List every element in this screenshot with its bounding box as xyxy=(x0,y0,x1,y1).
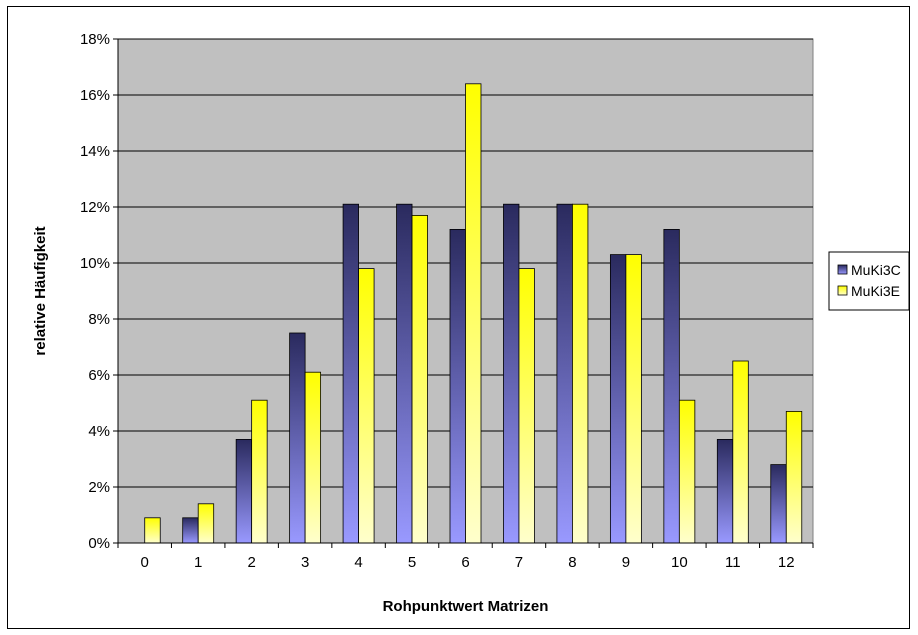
y-axis-title: relative Häufigkeit xyxy=(32,226,49,355)
bar-series2-5 xyxy=(411,214,428,544)
bar-series2-11 xyxy=(732,360,749,544)
bar-series2-10 xyxy=(678,399,696,544)
y-tick-label: 6% xyxy=(88,367,110,384)
x-tick-label: 0 xyxy=(141,554,149,571)
x-tick-label: 9 xyxy=(622,554,630,571)
legend-swatch xyxy=(837,285,848,296)
bar-series1-12 xyxy=(770,464,787,544)
bar-series2-9 xyxy=(625,254,642,544)
x-tick-label: 5 xyxy=(408,554,416,571)
y-tick-label: 8% xyxy=(88,311,110,328)
x-tick-label: 8 xyxy=(568,554,576,571)
x-tick-label: 4 xyxy=(354,554,362,571)
axes xyxy=(113,38,814,548)
bar-series1-7 xyxy=(503,203,520,544)
y-tick-labels: 0% 2% 4% 6% 8% 10% 12% 14% 16% 18% xyxy=(80,31,110,552)
bar-series1-11 xyxy=(716,438,734,544)
bar-chart: 0%2%4%6%8%10%12%14%16%18% 0 1 2 3 4 5 6 7 8 9 10 11… xyxy=(32,31,910,615)
bar-series1-8 xyxy=(556,203,573,544)
legend-label: MuKi3E xyxy=(851,283,900,299)
bar-series1-10 xyxy=(663,228,680,544)
legend: MuKi3C MuKi3E xyxy=(828,251,910,311)
y-tick-label: 2% xyxy=(88,479,110,496)
bar-series2-7 xyxy=(518,268,535,544)
bar-series1-1 xyxy=(182,517,199,544)
bar-series1-6 xyxy=(449,228,466,544)
bar-series2-4 xyxy=(358,268,375,544)
y-tick-label: 4% xyxy=(88,423,110,440)
y-tick-label: 12% xyxy=(80,199,110,216)
x-tick-label: 10 xyxy=(671,554,688,571)
x-tick-label: 7 xyxy=(515,554,523,571)
bar-series2-0 xyxy=(144,517,161,544)
legend-label: MuKi3C xyxy=(851,262,901,278)
bar-series1-2 xyxy=(235,438,253,544)
x-tick-label: 1 xyxy=(194,554,202,571)
bar-series2-2 xyxy=(251,399,268,544)
bar-series1-9 xyxy=(609,254,627,544)
bar-series2-8 xyxy=(572,203,589,544)
bar-series1-5 xyxy=(396,203,413,544)
chart-frame: 0% 2% 4% 6% 8% 10% 12% 14% 16% 18% 0 1 2 3 4 5 6 7 8 9 10 11… xyxy=(7,6,910,629)
bar-series2-6 xyxy=(465,83,482,544)
legend-box xyxy=(828,251,910,311)
y-tick-label: 0% xyxy=(88,535,110,552)
x-tick-label: 6 xyxy=(461,554,469,571)
x-tick-labels: 0 1 2 3 4 5 6 7 8 9 10 11 12 xyxy=(141,554,795,571)
y-tick-label: 16% xyxy=(80,87,110,104)
x-axis-title: Rohpunktwert Matrizen xyxy=(383,598,549,615)
y-tick-label: 18% xyxy=(80,31,110,48)
x-tick-label: 12 xyxy=(778,554,795,571)
y-tick-label: 10% xyxy=(80,255,110,272)
bars xyxy=(144,83,803,544)
bar-series1-3 xyxy=(289,332,306,544)
legend-swatch xyxy=(837,264,848,275)
bar-series2-12 xyxy=(785,410,803,544)
x-tick-label: 2 xyxy=(247,554,255,571)
bar-series1-4 xyxy=(342,203,359,544)
bar-series2-1 xyxy=(197,503,215,544)
x-tick-label: 3 xyxy=(301,554,309,571)
x-tick-label: 11 xyxy=(725,554,741,571)
y-tick-label: 14% xyxy=(80,143,110,160)
bar-series2-3 xyxy=(304,371,322,544)
